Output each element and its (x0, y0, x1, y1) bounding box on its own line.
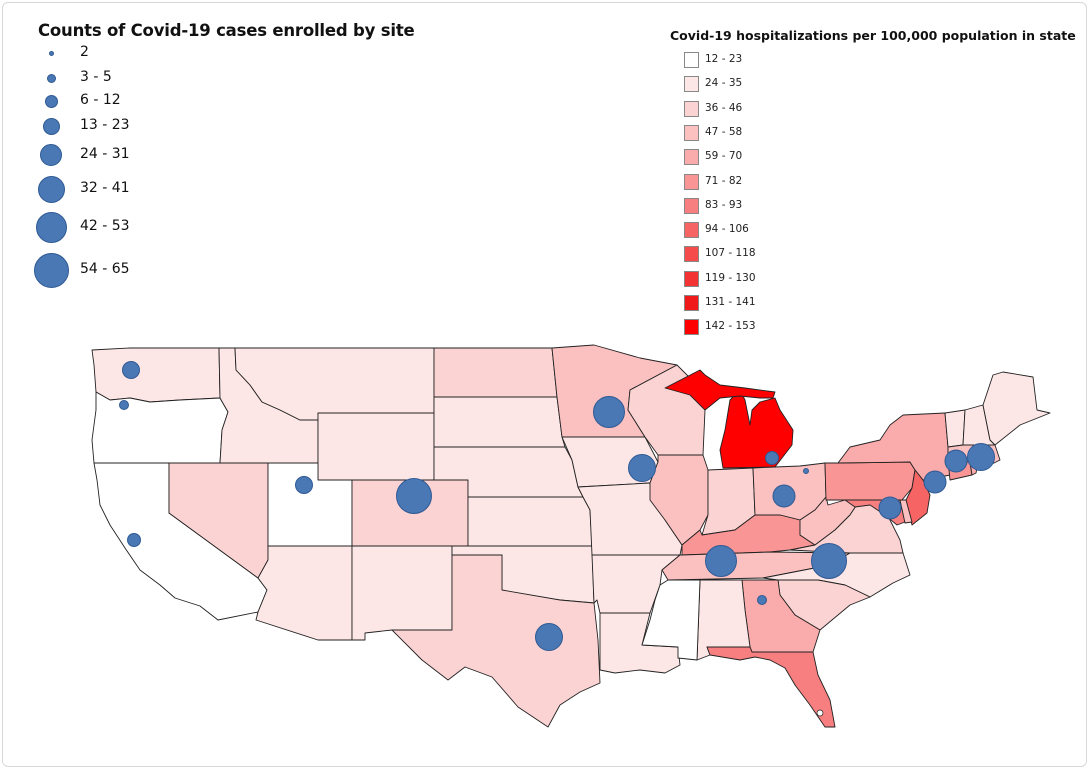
state-pa (824, 461, 916, 501)
color-swatch (684, 319, 699, 336)
site-size-marker (33, 252, 69, 288)
size-legend-label: 42 - 53 (80, 218, 130, 234)
site-size-marker (44, 94, 58, 108)
state-de (899, 499, 913, 524)
size-legend-label: 54 - 65 (80, 261, 130, 277)
size-legend-label: 32 - 41 (80, 180, 130, 196)
size-legend-title: Counts of Covid-19 cases enrolled by sit… (38, 21, 415, 40)
site-marker (878, 496, 902, 520)
color-legend-label: 107 - 118 (705, 247, 756, 260)
color-swatch (684, 52, 699, 68)
size-legend-item: 13 - 23 (0, 111, 300, 141)
color-swatch (684, 246, 699, 263)
size-legend-item: 3 - 5 (0, 63, 300, 93)
site-marker (967, 443, 995, 471)
state-me (982, 371, 1051, 446)
site-size-marker (35, 211, 67, 243)
size-legend-label: 6 - 12 (80, 92, 121, 108)
size-legend-item: 2 (0, 38, 300, 68)
size-legend-item: 6 - 12 (0, 86, 300, 116)
lake-okeechobee (816, 709, 824, 717)
color-swatch (684, 149, 699, 166)
color-swatch (684, 197, 699, 214)
site-marker (593, 396, 625, 428)
site-marker (122, 361, 140, 379)
state-wy (317, 412, 435, 481)
color-legend-label: 71 - 82 (705, 174, 743, 187)
color-legend-label: 59 - 70 (705, 150, 743, 163)
color-legend-label: 119 - 130 (705, 271, 756, 284)
color-legend-label: 36 - 46 (705, 101, 743, 114)
size-legend-item: 54 - 65 (0, 252, 300, 288)
state-tx (391, 554, 601, 728)
state-vt (944, 409, 966, 448)
color-legend-label: 142 - 153 (705, 320, 756, 333)
size-legend-item: 24 - 31 (0, 140, 300, 170)
size-legend-label: 13 - 23 (80, 117, 130, 133)
state-mi (719, 389, 794, 469)
color-swatch (684, 270, 699, 287)
site-size-marker (37, 175, 65, 203)
site-marker (944, 449, 968, 473)
state-wa (91, 347, 221, 403)
color-swatch (684, 124, 699, 141)
color-legend-label: 131 - 141 (705, 296, 756, 308)
size-legend-item: 42 - 53 (0, 211, 300, 243)
color-legend-label: 12 - 23 (705, 53, 743, 65)
site-marker (535, 623, 563, 651)
color-swatch (684, 222, 699, 239)
color-legend-title: Covid-19 hospitalizations per 100,000 po… (670, 28, 1076, 43)
size-legend-item: 32 - 41 (0, 174, 300, 204)
site-marker (705, 545, 737, 577)
site-marker (772, 484, 796, 508)
size-legend-label: 3 - 5 (80, 69, 112, 85)
site-size-marker (40, 144, 62, 166)
color-swatch (684, 100, 699, 117)
site-marker (765, 451, 779, 465)
color-legend-label: 94 - 106 (705, 223, 749, 236)
color-swatch (684, 76, 699, 93)
size-legend-label: 24 - 31 (80, 146, 130, 162)
color-legend-label: 24 - 35 (705, 77, 743, 90)
state-nm (351, 545, 453, 641)
site-marker (295, 476, 313, 494)
size-legend-label: 2 (80, 44, 89, 60)
color-swatch (684, 173, 699, 190)
site-marker (127, 533, 141, 547)
state-az (255, 545, 353, 641)
site-marker (628, 454, 656, 482)
color-legend-label: 83 - 93 (705, 198, 743, 211)
site-size-marker (42, 117, 60, 135)
color-swatch (684, 295, 699, 311)
state-fl (706, 646, 836, 728)
site-marker (811, 543, 847, 579)
state-sd (433, 396, 566, 448)
state-la (599, 612, 681, 674)
state-nd (433, 347, 558, 398)
site-marker (803, 468, 809, 474)
state-mi (664, 369, 776, 411)
site-marker (119, 400, 129, 410)
site-marker (396, 478, 432, 514)
site-size-marker (48, 50, 54, 56)
site-marker (757, 595, 767, 605)
state-ms (641, 579, 701, 661)
color-legend-label: 47 - 58 (705, 125, 743, 138)
site-size-marker (46, 73, 56, 83)
state-ks (467, 496, 593, 547)
state-or (91, 391, 229, 464)
site-marker (923, 470, 947, 494)
